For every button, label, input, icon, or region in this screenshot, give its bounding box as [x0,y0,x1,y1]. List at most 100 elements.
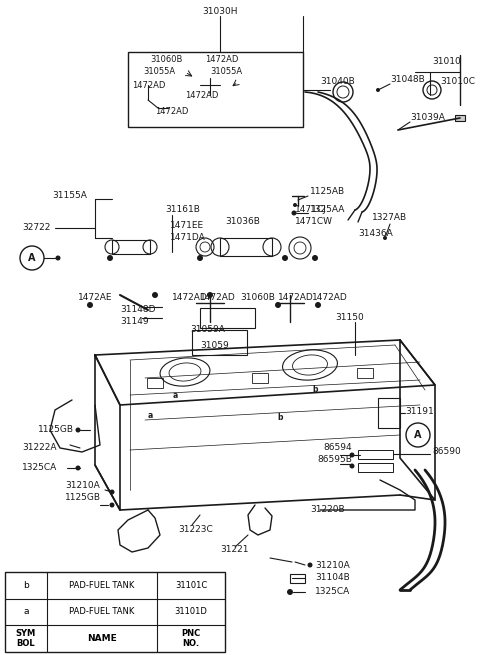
Text: 1325CA: 1325CA [22,464,57,472]
Text: a: a [23,607,29,616]
Text: 31104B: 31104B [315,574,350,582]
Bar [455,115,465,121]
Text: 31191: 31191 [405,407,434,417]
Text: 31150: 31150 [335,314,364,322]
Circle shape [282,255,288,261]
Text: 86594: 86594 [324,443,352,453]
Circle shape [75,466,81,470]
Circle shape [291,210,297,215]
Text: 31036B: 31036B [225,217,260,227]
Text: 1325CA: 1325CA [315,588,350,597]
Text: 31055A: 31055A [143,67,175,77]
Circle shape [207,292,213,298]
Text: 31040B: 31040B [320,77,355,86]
Text: a: a [147,411,153,419]
Text: 1472AD: 1472AD [132,81,166,90]
Text: NAME: NAME [87,634,117,643]
Circle shape [376,88,380,92]
Text: 1471EE: 1471EE [170,221,204,229]
Text: 31210A: 31210A [65,481,100,489]
Bar [378,398,400,428]
Text: 31149: 31149 [120,318,149,326]
Text: 31055A: 31055A [210,67,242,77]
Text: 31059A: 31059A [191,326,226,335]
Circle shape [315,302,321,308]
Bar [290,574,305,583]
Text: 31220B: 31220B [310,506,345,514]
Bar [358,463,393,472]
Text: 1472AD: 1472AD [205,56,239,64]
Text: 31223C: 31223C [178,525,213,534]
Circle shape [312,255,318,261]
Text: 32722: 32722 [22,223,50,233]
Text: 1472AD: 1472AD [172,293,208,303]
Text: 31060B: 31060B [150,56,182,64]
Text: b: b [312,386,318,394]
Bar [220,238,272,256]
Circle shape [109,502,115,508]
Text: 31221: 31221 [220,546,249,555]
Text: b: b [23,581,29,590]
Text: 31161B: 31161B [165,206,200,214]
Circle shape [197,255,203,261]
Text: 31222A: 31222A [22,443,57,453]
Text: 31101C: 31101C [175,581,207,590]
Circle shape [275,302,281,308]
Text: 1471DA: 1471DA [170,233,206,242]
Bar [147,378,163,388]
Text: PNC
NO.: PNC NO. [181,629,201,648]
Bar [112,240,150,254]
Circle shape [56,255,60,261]
Bar [200,308,255,328]
Text: 31010: 31010 [432,58,461,67]
Text: 1472AD: 1472AD [278,293,314,303]
Bar [128,52,303,127]
Bar [357,368,373,378]
Text: 1125GB: 1125GB [38,426,74,434]
Circle shape [109,489,115,495]
Text: 31060B: 31060B [240,293,275,303]
Text: 1472AD: 1472AD [185,90,218,100]
Text: PAD-FUEL TANK: PAD-FUEL TANK [69,581,135,590]
Text: 31101D: 31101D [175,607,207,616]
Text: 31059: 31059 [200,341,229,350]
Bar [192,330,247,355]
Text: 31210A: 31210A [315,561,350,569]
Text: 1471CJ: 1471CJ [295,206,327,214]
Text: 31048B: 31048B [390,75,425,84]
Text: 1472AD: 1472AD [155,107,188,117]
Text: 1125AB: 1125AB [310,187,345,196]
Text: 1472AD: 1472AD [312,293,348,303]
Circle shape [287,589,293,595]
Bar [358,450,393,459]
Circle shape [75,428,81,432]
Text: SYM
BOL: SYM BOL [16,629,36,648]
Text: 1325AA: 1325AA [310,206,346,214]
Circle shape [383,236,387,240]
Text: 1472AE: 1472AE [78,293,112,303]
Text: 1471CW: 1471CW [295,217,333,227]
Circle shape [349,464,355,468]
Text: b: b [277,413,283,422]
Circle shape [293,203,297,207]
Text: 31010C: 31010C [440,77,475,86]
Circle shape [87,302,93,308]
Bar [252,373,268,383]
Text: 86590: 86590 [432,447,461,457]
Text: 1327AB: 1327AB [372,214,407,223]
Text: 31030H: 31030H [202,7,238,16]
Text: 31148D: 31148D [120,305,156,314]
Text: 86595B: 86595B [317,455,352,464]
Text: A: A [28,253,36,263]
Text: 31155A: 31155A [52,191,87,200]
Text: 1472AD: 1472AD [200,293,236,303]
Bar [5,572,225,652]
Circle shape [349,453,355,457]
Circle shape [308,563,312,567]
Circle shape [107,255,113,261]
Text: PAD-FUEL TANK: PAD-FUEL TANK [69,607,135,616]
Text: 1125GB: 1125GB [65,493,101,502]
Text: 31039A: 31039A [410,113,445,122]
Text: a: a [172,390,178,400]
Text: A: A [414,430,422,440]
